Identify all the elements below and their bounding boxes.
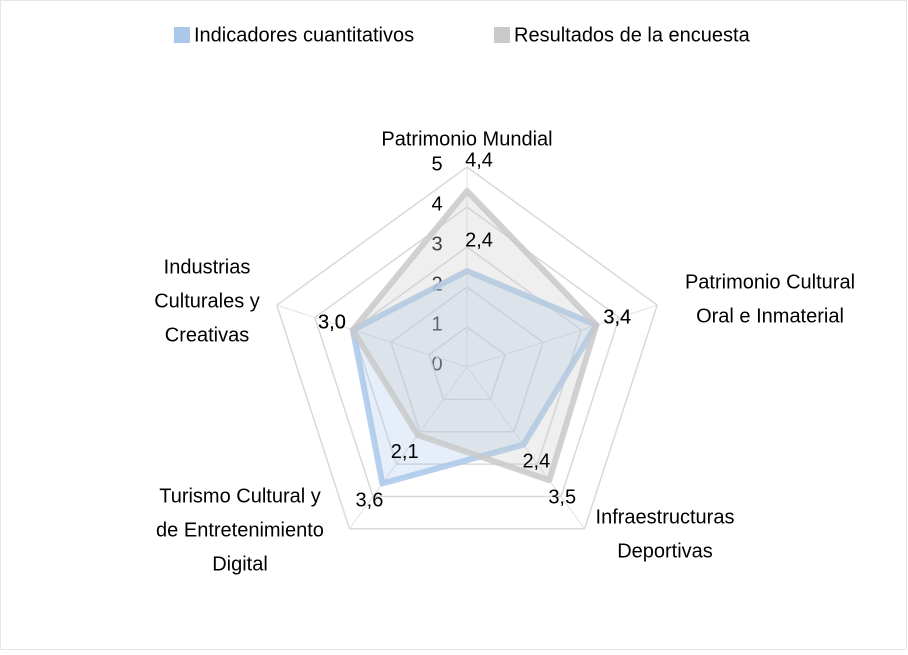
r-tick-label: 0 xyxy=(431,353,442,375)
legend-swatch xyxy=(174,27,190,43)
legend-label: Indicadores cuantitativos xyxy=(194,24,414,46)
category-label: Patrimonio Mundial xyxy=(381,128,552,150)
category-label: Culturales y xyxy=(154,290,260,312)
spoke xyxy=(276,304,468,368)
spoke xyxy=(466,304,658,368)
category-label: Oral e Inmaterial xyxy=(696,305,844,327)
category-label: Creativas xyxy=(165,324,249,346)
r-tick-label: 4 xyxy=(431,193,442,215)
r-tick-label: 3 xyxy=(431,233,442,255)
value-label: 3,0 xyxy=(318,311,346,333)
spoke xyxy=(466,366,585,530)
value-label: 2,4 xyxy=(465,229,493,251)
category-label: Patrimonio Cultural xyxy=(685,271,855,293)
grid-ring xyxy=(275,166,659,530)
value-label: 2,1 xyxy=(391,441,419,463)
value-label: 2,4 xyxy=(522,451,550,473)
category-label: Deportivas xyxy=(617,540,713,562)
category-label: Industrias xyxy=(164,256,251,278)
value-label: 3,6 xyxy=(356,490,384,512)
grid-ring xyxy=(351,246,583,465)
value-label: 3,4 xyxy=(603,306,631,328)
value-label: 3,0 xyxy=(318,311,346,333)
value-label: 3,4 xyxy=(603,306,631,328)
r-tick-label: 1 xyxy=(431,313,442,335)
value-label: 3,5 xyxy=(548,486,576,508)
legend-label: Resultados de la encuesta xyxy=(514,24,751,46)
category-label: de Entretenimiento xyxy=(156,519,324,541)
value-label: 4,4 xyxy=(465,149,493,171)
category-label: Infraestructuras xyxy=(596,506,735,528)
category-label: Digital xyxy=(212,553,268,575)
r-tick-label: 5 xyxy=(431,153,442,175)
legend-swatch xyxy=(494,27,510,43)
spoke xyxy=(349,366,468,530)
grid-ring xyxy=(428,326,506,401)
series-area xyxy=(349,188,600,484)
grid-ring xyxy=(390,286,544,433)
grid-ring xyxy=(313,206,621,498)
category-label: Turismo Cultural y xyxy=(159,485,321,507)
